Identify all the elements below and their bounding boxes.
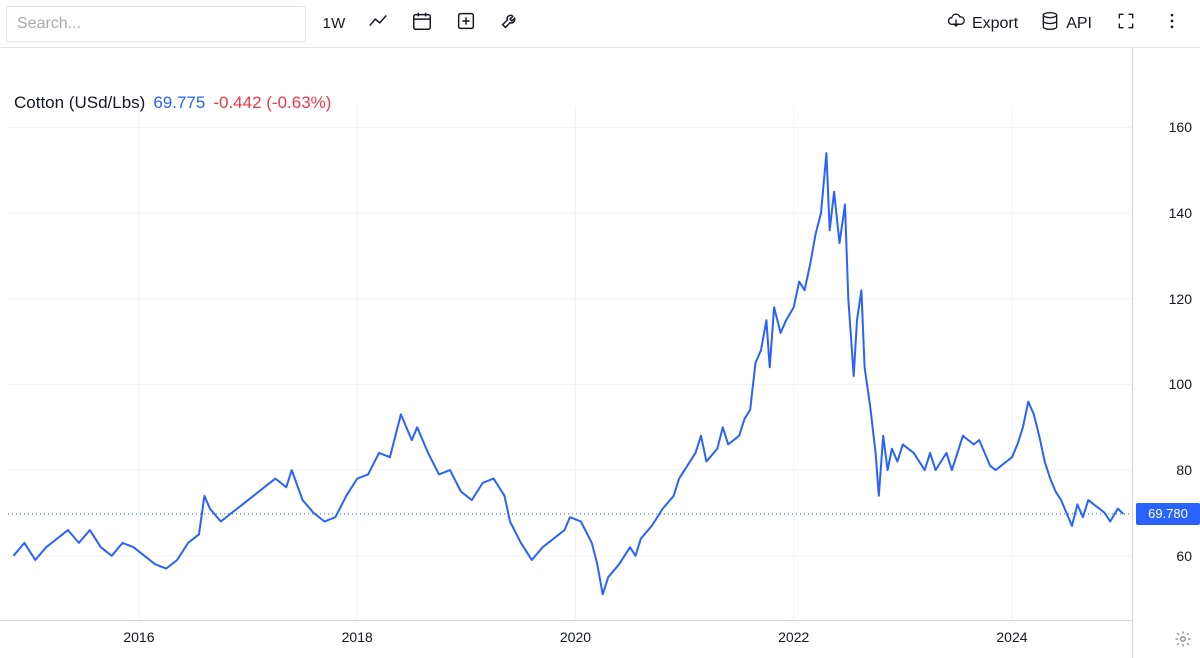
x-tick-label: 2024: [996, 629, 1027, 645]
chart-style-button[interactable]: [356, 4, 400, 44]
legend-change: -0.442 (-0.63%): [213, 93, 331, 113]
search-input[interactable]: [17, 15, 295, 33]
fullscreen-button[interactable]: [1104, 4, 1148, 44]
y-tick-label: 140: [1169, 205, 1192, 221]
wrench-icon: [499, 10, 521, 37]
x-tick-label: 2022: [778, 629, 809, 645]
toolbar: 1W Export API: [0, 0, 1200, 48]
x-tick-label: 2018: [342, 629, 373, 645]
x-axis[interactable]: 2016 2018 2020 2022 2024: [0, 620, 1132, 658]
chart-settings-button[interactable]: [1172, 630, 1194, 652]
database-icon: [1040, 11, 1060, 36]
y-tick-label: 60: [1176, 548, 1192, 564]
legend-name: Cotton (USd/Lbs): [14, 93, 145, 113]
export-label: Export: [972, 15, 1018, 33]
y-tick-label: 120: [1169, 291, 1192, 307]
y-tick-label: 100: [1169, 376, 1192, 392]
more-vertical-icon: [1162, 11, 1182, 36]
api-label: API: [1066, 15, 1092, 33]
y-tick-label: 160: [1169, 119, 1192, 135]
interval-label: 1W: [322, 15, 345, 32]
more-button[interactable]: [1150, 4, 1194, 44]
fullscreen-icon: [1116, 11, 1136, 36]
export-button[interactable]: Export: [936, 4, 1028, 44]
cloud-download-icon: [946, 11, 966, 36]
date-range-button[interactable]: [400, 4, 444, 44]
x-tick-label: 2020: [560, 629, 591, 645]
search-box[interactable]: [6, 6, 306, 42]
interval-button[interactable]: 1W: [312, 4, 356, 44]
y-axis[interactable]: 60 80 100 120 140 160 69.780: [1132, 48, 1200, 658]
legend-price: 69.775: [153, 93, 205, 113]
current-price-tag: 69.780: [1136, 503, 1200, 525]
chart-plot[interactable]: [0, 48, 1132, 658]
x-tick-label: 2016: [123, 629, 154, 645]
plus-box-icon: [455, 10, 477, 37]
gear-icon: [1174, 630, 1192, 653]
api-button[interactable]: API: [1030, 4, 1102, 44]
chart-area[interactable]: Cotton (USd/Lbs) 69.775 -0.442 (-0.63%) …: [0, 48, 1200, 658]
chart-legend: Cotton (USd/Lbs) 69.775 -0.442 (-0.63%): [14, 93, 331, 113]
line-chart-icon: [367, 10, 389, 37]
calendar-icon: [411, 10, 433, 37]
compare-button[interactable]: [444, 4, 488, 44]
settings-button[interactable]: [488, 4, 532, 44]
y-tick-label: 80: [1176, 462, 1192, 478]
